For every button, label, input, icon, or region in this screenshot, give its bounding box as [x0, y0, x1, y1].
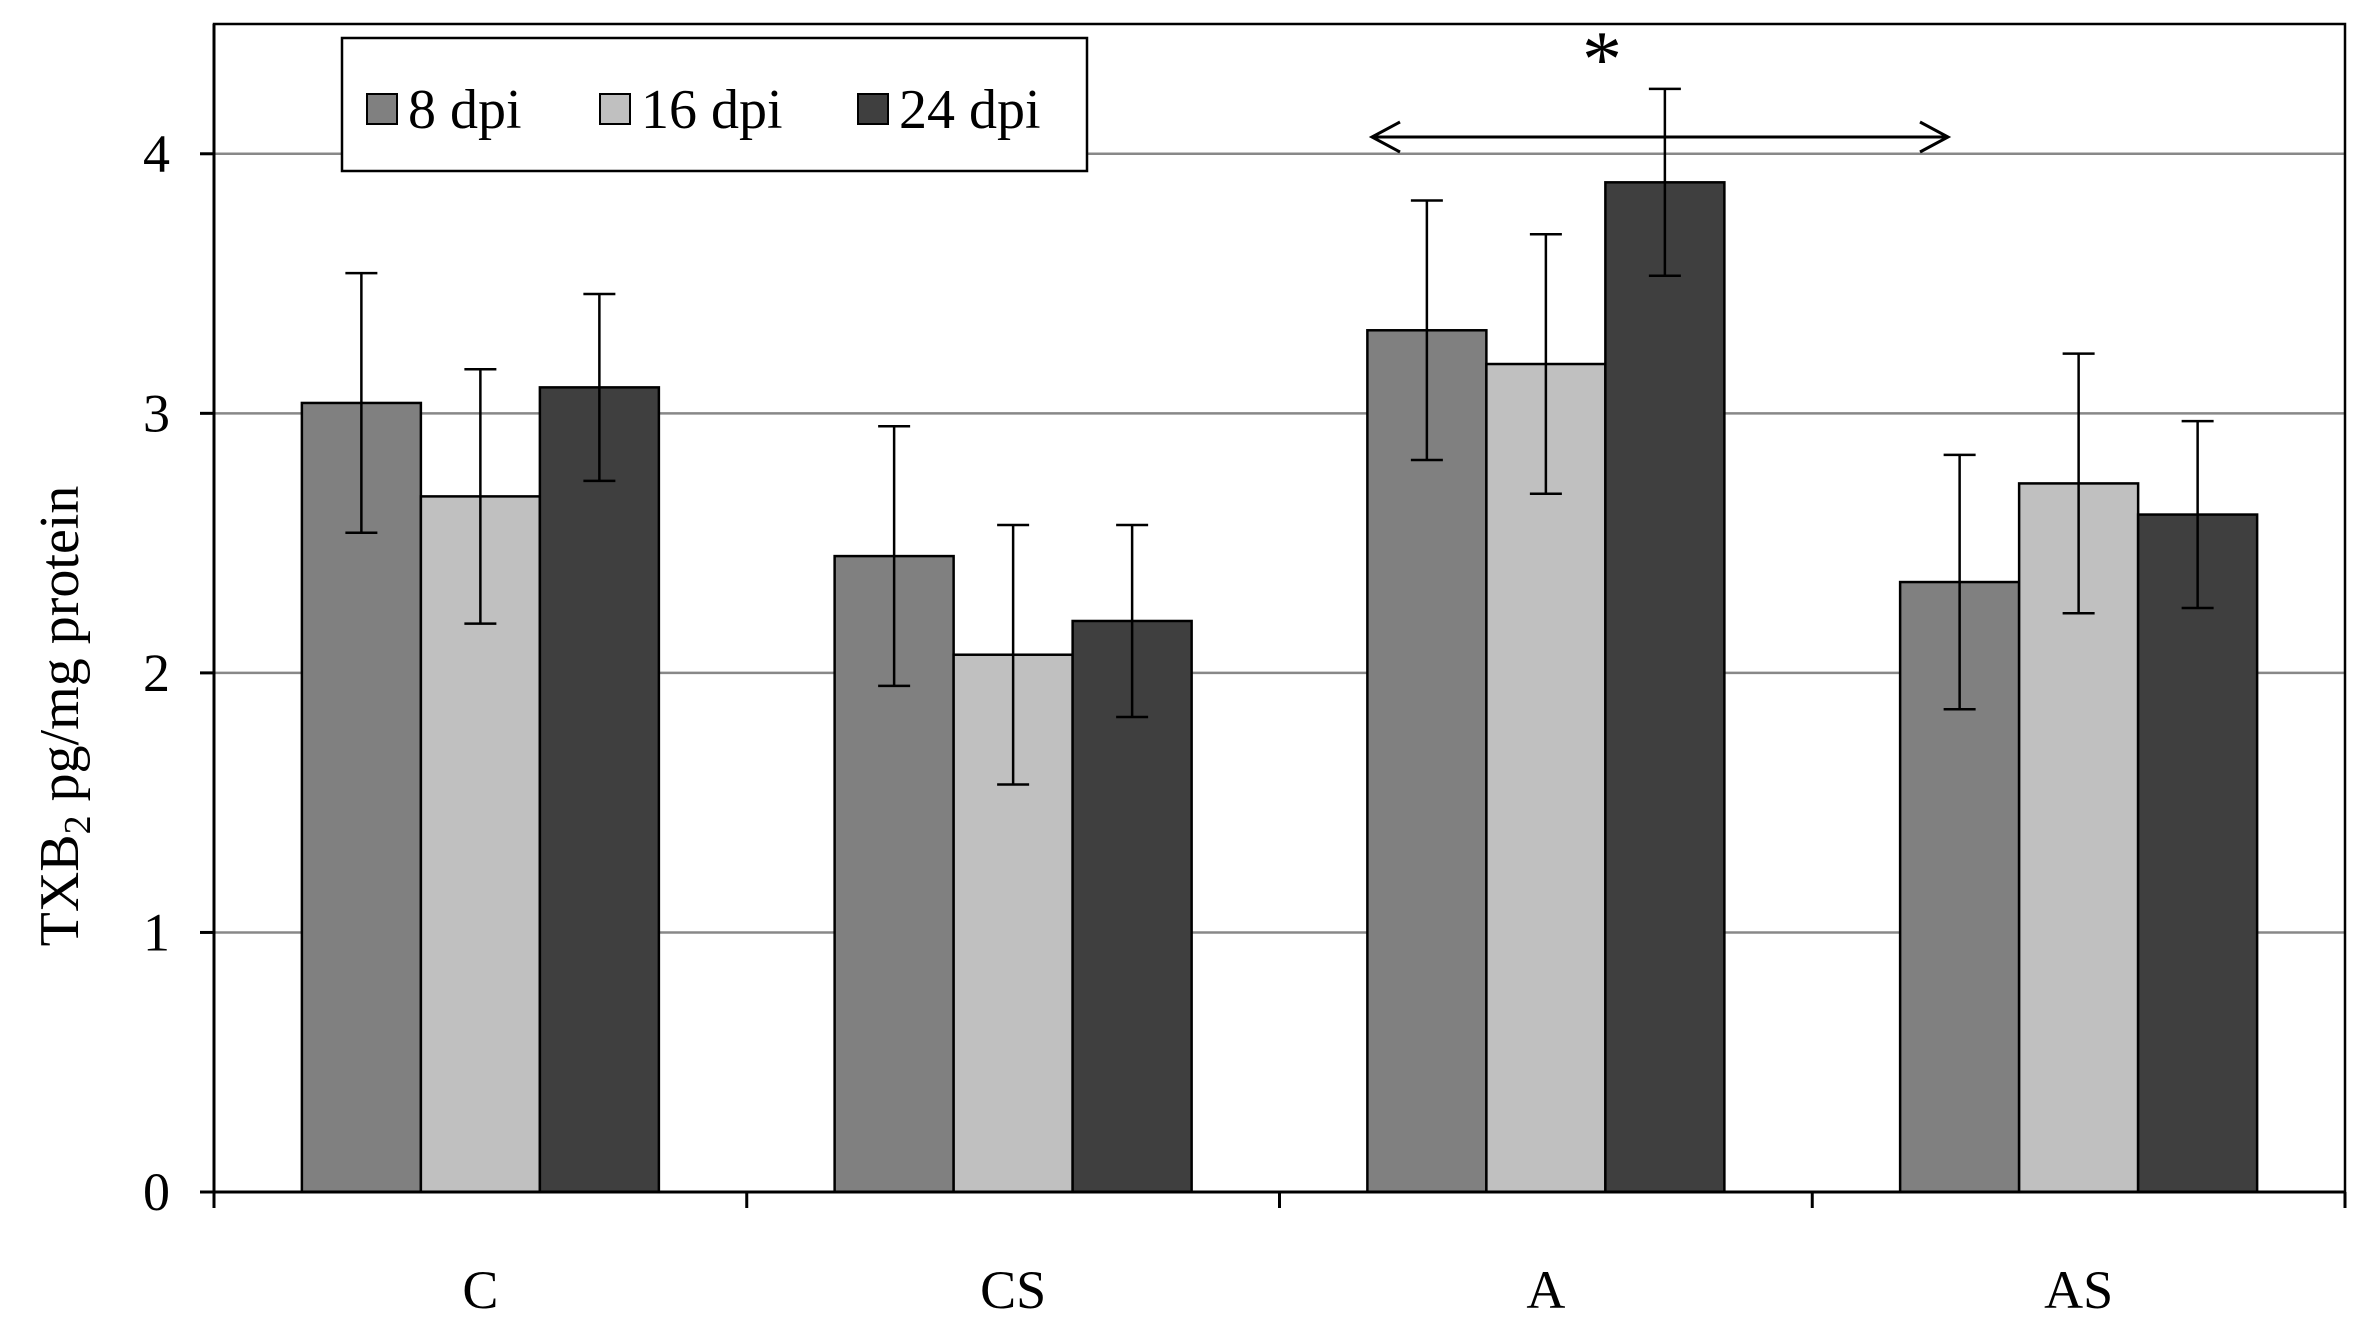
y-axis-label-subscript: 2: [57, 815, 99, 834]
significance-annotation: *: [1368, 16, 1952, 154]
x-category-label-as: AS: [2044, 1260, 2113, 1320]
y-axis-label-suffix: pg/mg protein: [29, 486, 91, 816]
x-category-label-a: A: [1526, 1260, 1565, 1320]
y-tick-label-2: 2: [143, 643, 170, 703]
y-tick-label-0: 0: [143, 1162, 170, 1222]
x-category-label-c: C: [462, 1260, 498, 1320]
legend-label-16dpi: 16 dpi: [641, 79, 783, 141]
y-tick-label-3: 3: [143, 383, 170, 443]
legend-box: [340, 36, 1089, 173]
y-tick-label-1: 1: [143, 902, 170, 962]
x-category-label-cs: CS: [980, 1260, 1046, 1320]
y-axis-label: TXB2 pg/mg protein: [29, 486, 99, 947]
legend-swatch-8dpi: [366, 93, 398, 125]
bar-a-24dpi: [1604, 181, 1726, 1194]
x-category-labels: C CS A AS: [462, 1260, 2113, 1320]
legend-swatch-24dpi: [857, 93, 889, 125]
significance-arrow-right-head: [1919, 120, 1952, 154]
axes: [200, 24, 2347, 1208]
y-tick-labels: 0 1 2 3 4: [143, 124, 170, 1222]
legend-label-24dpi: 24 dpi: [899, 79, 1041, 141]
significance-asterisk: *: [1582, 16, 1622, 104]
legend-label-8dpi: 8 dpi: [408, 79, 522, 141]
bars: [300, 181, 2259, 1194]
bar-a-16dpi: [1485, 362, 1607, 1194]
legend: 8 dpi 16 dpi 24 dpi: [340, 36, 1089, 173]
bar-c-24dpi: [538, 386, 661, 1194]
bar-c-8dpi: [300, 401, 423, 1194]
bar-as-24dpi: [2136, 513, 2259, 1194]
significance-arrow-left-head: [1368, 120, 1401, 154]
y-axis-label-main: TXB: [29, 834, 91, 946]
error-bars: [345, 87, 2214, 786]
legend-swatch-16dpi: [599, 93, 631, 125]
y-tick-label-4: 4: [143, 124, 170, 184]
